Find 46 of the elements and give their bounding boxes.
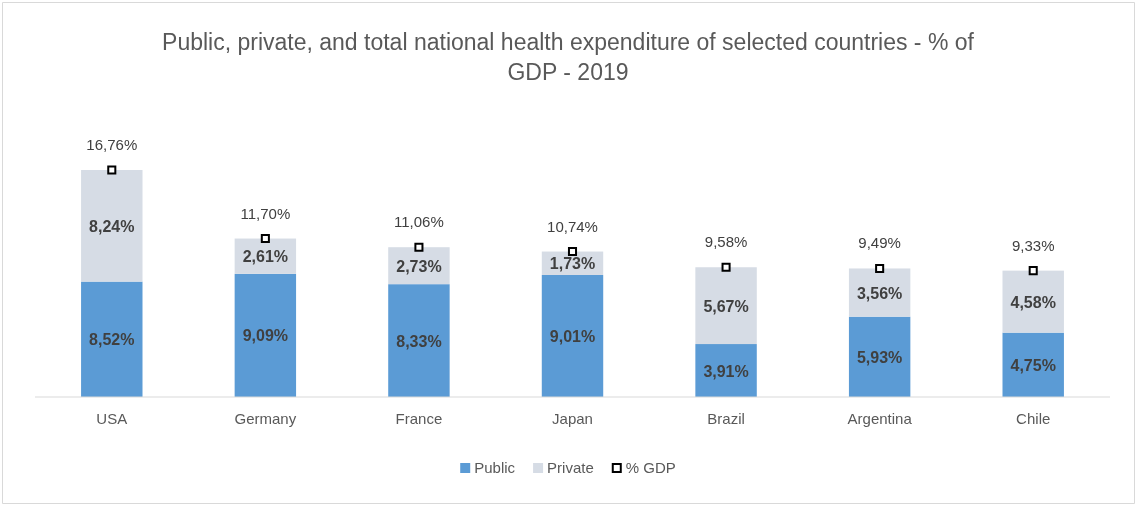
legend-label: % GDP: [625, 459, 676, 476]
x-tick-label: France: [395, 409, 443, 427]
data-label: 2,73%: [396, 257, 442, 275]
data-label: 16,76%: [86, 136, 138, 153]
data-label: 11,70%: [240, 204, 291, 222]
bar: [848, 316, 911, 397]
legend-label: Private: [547, 459, 594, 476]
data-label: 3,91%: [703, 362, 749, 380]
point: [721, 262, 731, 272]
data-label: 5,67%: [703, 297, 749, 315]
bar: [81, 281, 143, 397]
point: [567, 247, 578, 257]
data-label: 1,73%: [549, 255, 596, 273]
data-label: 9,58%: [704, 233, 748, 251]
x-tick-label: USA: [96, 409, 128, 427]
x-tick-label: Brazil: [707, 409, 745, 427]
data-label: 9,49%: [858, 234, 901, 252]
x-tick-label: Japan: [552, 409, 593, 427]
point: [260, 234, 270, 244]
point: [875, 263, 885, 273]
point: [414, 242, 424, 252]
x-tick-label: Argentina: [847, 409, 913, 427]
data-label: 9,01%: [549, 327, 596, 345]
bar: [81, 170, 143, 282]
data-label: 3,56%: [856, 284, 903, 302]
data-label: 9,09%: [242, 327, 289, 345]
data-label: 8,33%: [396, 332, 442, 350]
data-label: 2,61%: [242, 248, 289, 266]
x-tick-label: Chile: [1016, 409, 1051, 427]
data-label: 11,06%: [394, 213, 444, 231]
bar: [695, 267, 757, 345]
point: [107, 165, 117, 175]
x-tick-label: Germany: [234, 409, 297, 427]
data-label: 10,74%: [547, 217, 598, 235]
point: [1028, 266, 1038, 276]
data-label: 8,24%: [89, 217, 135, 235]
data-label: 8,52%: [89, 331, 135, 349]
legend-label: Public: [474, 459, 516, 476]
text: Public, private, and total national health expenditure of selected countries - % of GDP - 2019: [162, 29, 975, 85]
bar: [388, 284, 450, 397]
data-label: 4,58%: [1010, 293, 1056, 311]
bar: [541, 274, 604, 397]
data-label: 5,93%: [856, 348, 903, 366]
data-label: 4,75%: [1010, 356, 1056, 374]
data-label: 9,33%: [1011, 236, 1055, 254]
bar: [234, 273, 297, 397]
